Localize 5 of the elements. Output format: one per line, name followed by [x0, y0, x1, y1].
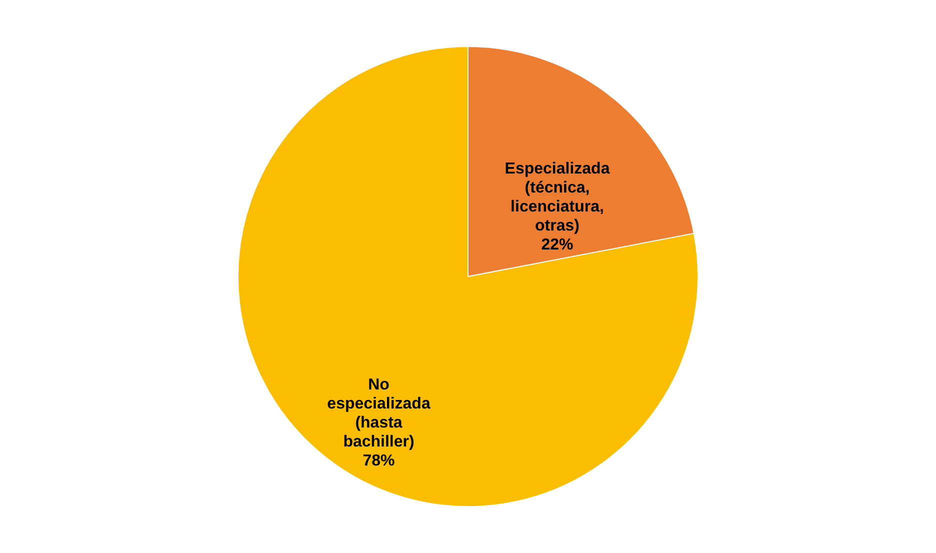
data-label: 78% — [362, 452, 395, 470]
data-label: 22% — [541, 236, 574, 254]
pie-slice — [238, 46, 698, 507]
slice-label: Especializada (técnica, licenciatura, otras) — [504, 160, 610, 235]
slice-label: No especializada (hasta bachiller) — [327, 376, 430, 450]
